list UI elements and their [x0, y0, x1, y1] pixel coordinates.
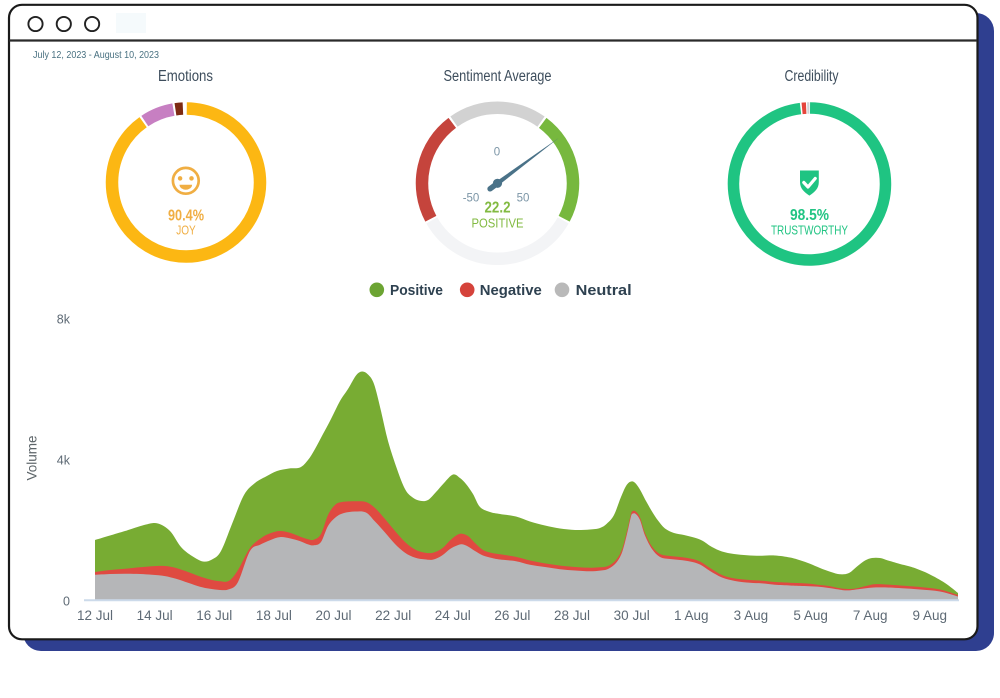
svg-text:50: 50 [517, 193, 530, 205]
svg-text:90.4%: 90.4% [168, 208, 204, 225]
svg-text:-50: -50 [463, 193, 480, 205]
svg-text:JOY: JOY [176, 224, 196, 238]
svg-text:9 Aug: 9 Aug [913, 608, 948, 623]
svg-text:4k: 4k [57, 454, 71, 468]
svg-text:22.2: 22.2 [485, 200, 511, 217]
svg-text:20 Jul: 20 Jul [315, 608, 351, 623]
svg-text:30 Jul: 30 Jul [614, 608, 650, 623]
svg-text:Credibility: Credibility [785, 68, 839, 85]
svg-text:5 Aug: 5 Aug [793, 608, 828, 623]
svg-text:0: 0 [63, 595, 70, 609]
svg-text:Emotions: Emotions [158, 68, 213, 85]
svg-text:Volume: Volume [25, 435, 40, 480]
svg-text:18 Jul: 18 Jul [256, 608, 292, 623]
svg-text:Sentiment Average: Sentiment Average [444, 68, 552, 85]
svg-text:July 12, 2023 - August 10, 202: July 12, 2023 - August 10, 2023 [33, 49, 159, 61]
svg-text:POSITIVE: POSITIVE [472, 217, 524, 231]
svg-text:7 Aug: 7 Aug [853, 608, 888, 623]
svg-text:14 Jul: 14 Jul [137, 608, 173, 623]
svg-text:1 Aug: 1 Aug [674, 608, 709, 623]
svg-text:Negative: Negative [480, 282, 542, 299]
svg-text:TRUSTWORTHY: TRUSTWORTHY [771, 224, 849, 238]
svg-text:3 Aug: 3 Aug [734, 608, 769, 623]
svg-text:24 Jul: 24 Jul [435, 608, 471, 623]
svg-text:Positive: Positive [390, 282, 443, 299]
svg-text:22 Jul: 22 Jul [375, 608, 411, 623]
svg-text:26 Jul: 26 Jul [494, 608, 530, 623]
svg-text:98.5%: 98.5% [790, 207, 829, 224]
svg-text:0: 0 [494, 147, 500, 159]
svg-text:Neutral: Neutral [576, 282, 632, 299]
svg-text:12 Jul: 12 Jul [77, 608, 113, 623]
svg-text:16 Jul: 16 Jul [196, 608, 232, 623]
svg-text:8k: 8k [57, 313, 71, 327]
svg-text:28 Jul: 28 Jul [554, 608, 590, 623]
